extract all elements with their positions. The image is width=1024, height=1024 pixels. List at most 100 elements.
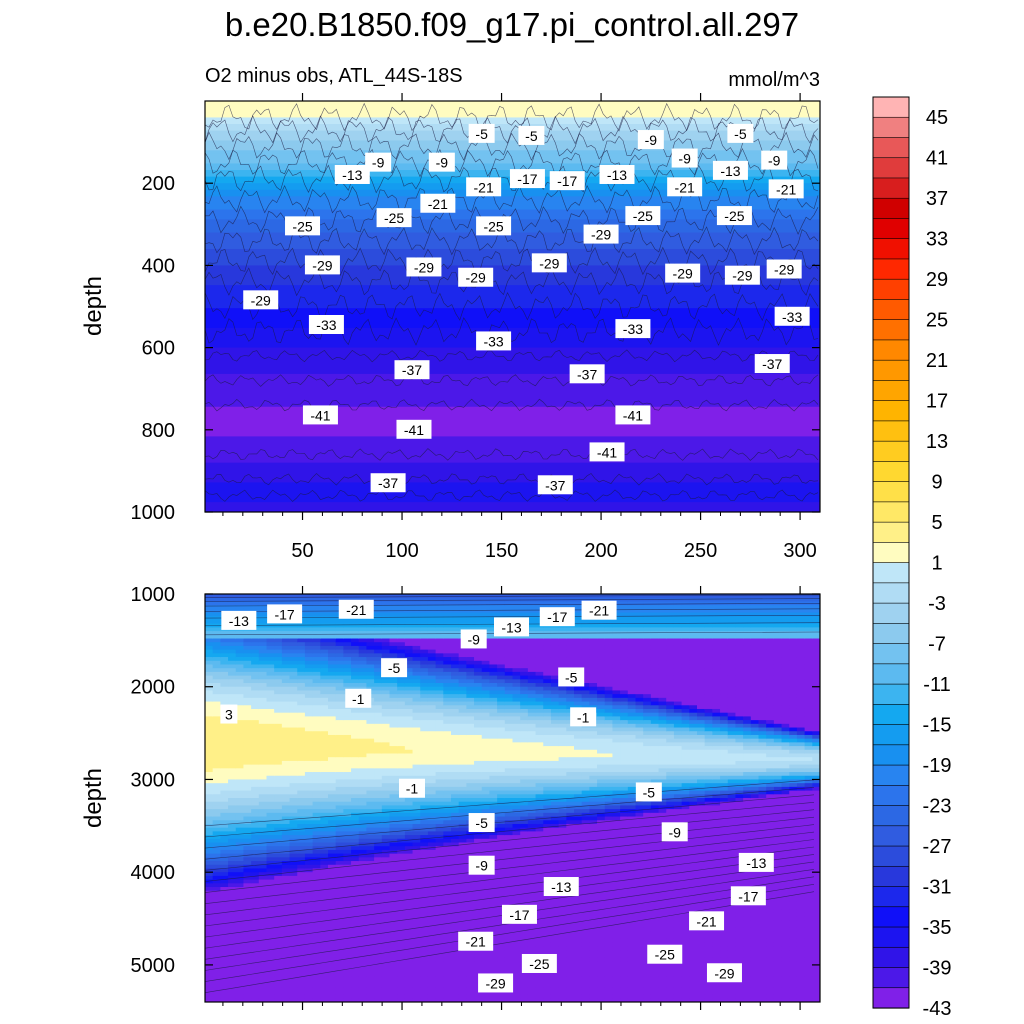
lower-field-cell [205,738,214,743]
lower-field-cell [251,961,260,966]
lower-field-cell [243,812,252,818]
lower-field-cell [420,912,429,918]
lower-field-cell [251,916,260,921]
contour-label-box [599,164,635,184]
lower-field-cell [320,887,329,892]
lower-field-cell [274,708,283,714]
lower-field-cell [351,861,360,866]
lower-field-cell [312,857,321,862]
lower-field-cell [335,990,344,996]
lower-field-cell [351,783,360,788]
lower-field-cell [374,772,383,777]
lower-field-cell [412,634,421,640]
upper-field-band [205,104,820,109]
lower-field-cell [497,798,506,803]
lower-field-cell [451,749,460,755]
lower-field-cell [220,942,229,947]
lower-field-cell [466,838,475,844]
lower-field-cell [443,861,452,866]
lower-field-cell [212,820,221,825]
lower-field-cell [381,835,391,840]
lower-field-cell [481,798,491,803]
lower-field-cell [243,742,252,747]
lower-field-cell [512,853,521,858]
lower-field-cell [435,694,444,699]
lower-field-cell [335,723,344,729]
lower-field-cell [389,749,398,755]
lower-field-cell [274,634,283,640]
lower-field-cell [281,835,291,840]
lower-field-cell [443,905,452,910]
lower-field-cell [312,623,321,628]
y-tick-label: 800 [142,420,175,442]
lower-field-cell [420,738,429,743]
lower-field-cell [281,805,291,810]
lower-field-cell [443,686,452,692]
lower-field-cell [235,716,245,721]
lower-field-cell [366,645,375,651]
lower-field-cell [451,720,460,725]
lower-field-cell [520,727,529,732]
lower-field-cell [481,649,491,654]
lower-field-cell [420,957,429,962]
lower-field-cell [420,705,429,710]
lower-field-cell [443,898,452,903]
lower-field-cell [474,686,483,692]
lower-field-cell [481,697,491,703]
lower-field-cell [443,794,452,799]
lower-field-cell [427,716,437,721]
lower-field-cell [235,631,245,636]
lower-field-cell [243,634,252,640]
contour-label-text: -5 [734,126,747,142]
lower-field-cell [220,872,229,877]
lower-field-cell [435,634,444,640]
lower-field-cell [266,623,275,628]
lower-field-cell [243,768,252,773]
lower-field-cell [466,883,475,888]
lower-field-cell [366,894,375,899]
lower-field-cell [251,924,260,929]
lower-field-cell [489,846,498,851]
lower-field-cell [289,998,298,1002]
lower-field-cell [220,664,229,669]
lower-field-cell [281,705,291,710]
lower-field-cell [366,887,375,892]
lower-field-cell [451,868,460,873]
lower-field-cell [274,768,283,773]
contour-label-box [774,306,810,326]
lower-field-cell [358,872,368,877]
lower-field-cell [404,998,414,1002]
lower-field-cell [420,671,429,677]
lower-field-cell [497,690,506,695]
lower-field-cell [205,872,214,877]
lower-field-cell [435,938,444,944]
lower-field-cell [458,727,467,732]
lower-field-cell [412,990,421,996]
lower-field-cell [404,775,414,781]
lower-field-cell [343,738,352,743]
lower-field-cell [243,961,252,966]
lower-field-cell [358,634,368,640]
lower-field-cell [205,779,214,784]
lower-field-cell [466,749,475,755]
lower-field-cell [258,605,268,610]
lower-field-cell [351,623,360,628]
lower-field-cell [520,760,529,766]
lower-field-cell [312,664,321,669]
lower-field-cell [304,764,314,769]
lower-field-cell [374,619,383,625]
lower-field-cell [289,694,298,699]
lower-field-cell [451,883,460,888]
contour-label-box [531,253,567,273]
lower-field-cell [520,697,529,703]
lower-field-cell [243,705,252,710]
lower-field-cell [381,764,391,769]
lower-field-cell [435,842,444,847]
lower-field-cell [458,760,467,766]
lower-field-cell [381,753,391,758]
lower-field-cell [281,645,291,651]
lower-field-cell [427,705,437,710]
lower-field-cell [366,823,375,829]
lower-field-cell [304,690,314,695]
lower-field-cell [258,835,268,840]
